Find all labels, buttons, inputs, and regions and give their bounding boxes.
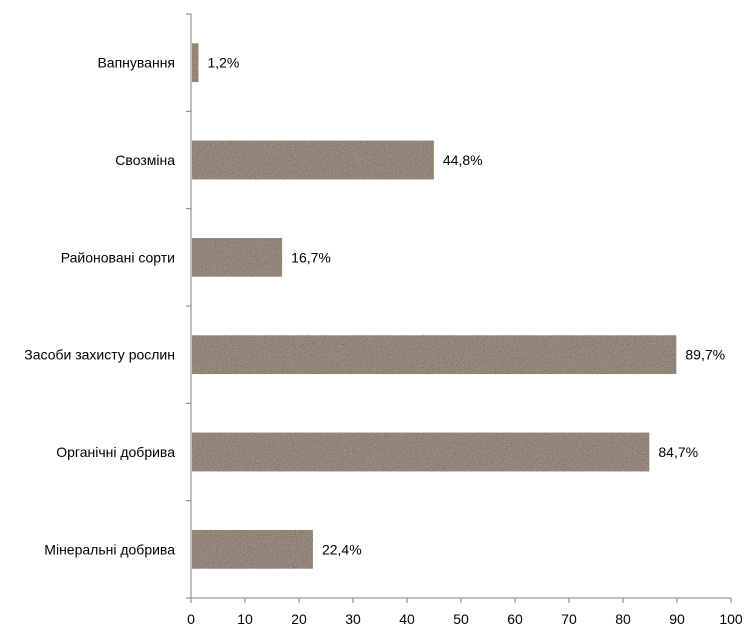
- x-tick-label: 50: [453, 611, 469, 627]
- bar: [192, 140, 434, 180]
- category-label: Вапнування: [97, 55, 175, 71]
- data-label: 84,7%: [658, 444, 698, 460]
- x-tick-label: 30: [345, 611, 361, 627]
- data-label: 44,8%: [443, 152, 483, 168]
- x-tick-label: 0: [187, 611, 195, 627]
- category-label: Свозміна: [115, 152, 175, 168]
- labels: 0 10 20 30 40 50 60 70 80 90 100 Вапнування 1,2% Своз…: [24, 55, 743, 627]
- data-label: 1,2%: [207, 55, 239, 71]
- category-label: Органічні добрива: [56, 444, 175, 460]
- axes: [186, 13, 732, 603]
- category-label: Районовані сорти: [61, 249, 175, 265]
- data-label: 16,7%: [291, 249, 331, 265]
- x-tick-label: 10: [237, 611, 253, 627]
- x-tick-label: 60: [507, 611, 523, 627]
- category-label: Мінеральні добрива: [44, 541, 175, 557]
- bar: [192, 529, 313, 569]
- category-label: Засоби захисту рослин: [24, 347, 175, 363]
- x-tick-label: 70: [561, 611, 577, 627]
- bar: [192, 432, 650, 472]
- x-tick-label: 20: [291, 611, 307, 627]
- x-tick-label: 90: [669, 611, 685, 627]
- bar: [192, 237, 283, 277]
- data-label: 89,7%: [685, 347, 725, 363]
- bar: [192, 335, 677, 375]
- bar: [192, 43, 199, 83]
- x-tick-label: 40: [399, 611, 415, 627]
- x-tick-label: 100: [719, 611, 743, 627]
- data-label: 22,4%: [322, 541, 362, 557]
- x-tick-label: 80: [615, 611, 631, 627]
- bars: [192, 43, 677, 569]
